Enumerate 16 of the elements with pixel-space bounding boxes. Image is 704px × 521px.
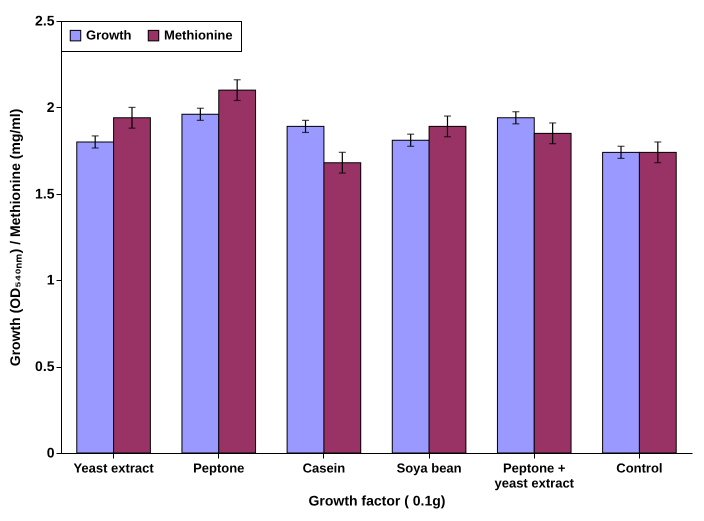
y-tick-label: 2.5: [35, 12, 55, 28]
x-tick-label: Casein: [302, 460, 346, 476]
y-tick-label: 1: [46, 272, 55, 288]
y-tick-label: 2: [46, 98, 55, 115]
y-tick-label: 0.5: [35, 358, 55, 374]
x-axis-title: Growth factor ( 0.1g): [308, 492, 446, 508]
x-tick-label: Control: [616, 460, 663, 476]
legend-label: Growth: [86, 28, 132, 43]
legend-label: Methionine: [164, 28, 233, 43]
y-tick-label: 1.5: [35, 185, 55, 202]
x-tick-label: Peptone + yeast extract: [494, 460, 575, 490]
x-tick-label: Peptone: [193, 460, 244, 476]
y-tick-label: 0: [46, 444, 55, 460]
y-axis-title: Growth (OD₅₄₀ₙₘ) / Methionine (mg/ml): [7, 108, 24, 366]
x-tick-label: Yeast extract: [73, 460, 154, 476]
x-tick-label: Soya bean: [396, 460, 462, 476]
